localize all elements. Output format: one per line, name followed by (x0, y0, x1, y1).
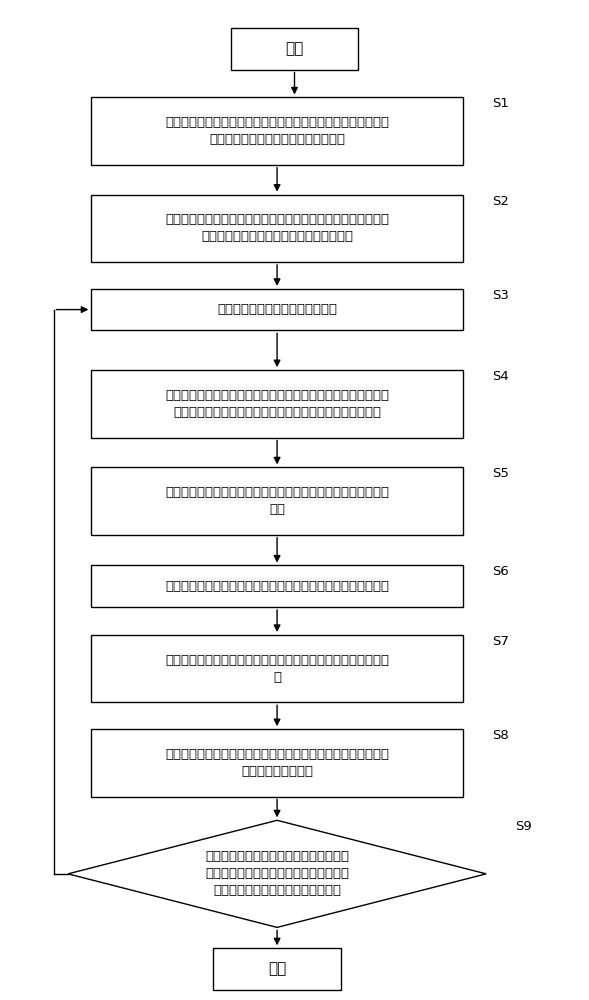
Text: 根据所述新悬架模板建立设计车的悬架子系统并保存，并根据所
述悬架子系统、测试平台建立悬架装配系统: 根据所述新悬架模板建立设计车的悬架子系统并保存，并根据所 述悬架子系统、测试平台… (165, 213, 389, 243)
Text: S1: S1 (492, 97, 509, 110)
Bar (91, 370, 463, 438)
Text: 将与所述摆角和位移随轮跳的变化曲线匹配的测量数据导出并汇
总: 将与所述摆角和位移随轮跳的变化曲线匹配的测量数据导出并汇 总 (165, 654, 389, 684)
Text: 根据设计车的悬架设计参数修改模板生成器中现有悬架模板搭建
与所述设计车匹配的新悬架模板并保存: 根据设计车的悬架设计参数修改模板生成器中现有悬架模板搭建 与所述设计车匹配的新悬… (165, 116, 389, 146)
Text: 开始: 开始 (286, 41, 303, 56)
Text: 根据所述测量系统的测量数据生成摆角和位移随轮跳的变化曲线: 根据所述测量系统的测量数据生成摆角和位移随轮跳的变化曲线 (165, 580, 389, 593)
Bar (91, 635, 463, 702)
Bar (91, 467, 463, 535)
Bar (91, 195, 463, 262)
Text: S2: S2 (492, 195, 509, 208)
Bar (91, 565, 463, 607)
Bar (213, 948, 341, 990)
Polygon shape (68, 820, 486, 927)
Text: 结束: 结束 (268, 962, 286, 977)
Text: S9: S9 (515, 820, 532, 833)
Text: 根据汇总的测量数据和所述驱动轴的移动
节滑移曲线评估驱动轴的滑移安全余量、
驱动轴的摆角安全余量是否符合规格: 根据汇总的测量数据和所述驱动轴的移动 节滑移曲线评估驱动轴的滑移安全余量、 驱动… (205, 850, 349, 897)
Text: 根据整车的轮心上下跳行程对所述驱动轴跳动校核系统进行仿真
模拟: 根据整车的轮心上下跳行程对所述驱动轴跳动校核系统进行仿真 模拟 (165, 486, 389, 516)
Bar (91, 289, 463, 330)
Text: S5: S5 (492, 467, 509, 480)
Text: S7: S7 (492, 635, 509, 648)
Bar (91, 729, 463, 797)
Text: 对所述悬架装配系统进行参数配置: 对所述悬架装配系统进行参数配置 (217, 303, 337, 316)
Text: 建立对所述悬架装配系统中驱动轴的移动节的位移、摆角以及固
定节的摆角进行测量的测量系统，搭建驱动轴跳动校核系统: 建立对所述悬架装配系统中驱动轴的移动节的位移、摆角以及固 定节的摆角进行测量的测… (165, 389, 389, 419)
Text: S8: S8 (492, 729, 509, 742)
Bar (91, 97, 463, 165)
Bar (231, 28, 358, 70)
Text: 根据汇总的测量数据中的移动节的位移、移动节的角度绘制驱动
轴的移动节滑移曲线: 根据汇总的测量数据中的移动节的位移、移动节的角度绘制驱动 轴的移动节滑移曲线 (165, 748, 389, 778)
Text: S6: S6 (492, 565, 509, 578)
Text: S4: S4 (492, 370, 509, 383)
Text: S3: S3 (492, 289, 509, 302)
